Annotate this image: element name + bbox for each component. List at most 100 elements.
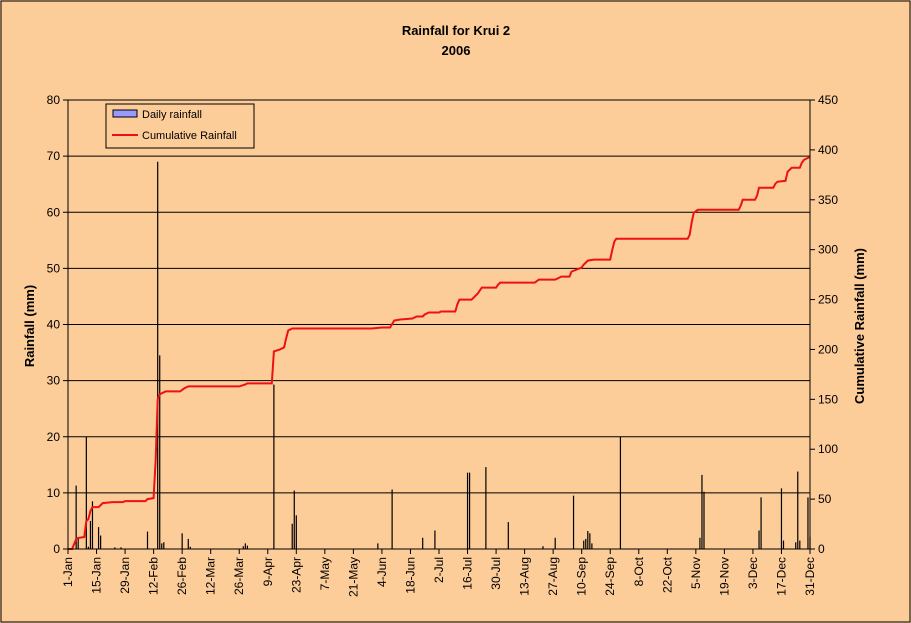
x-tick-label: 12-Feb (147, 557, 161, 595)
bar-daily-rainfall (163, 542, 165, 549)
y-tick-label: 20 (47, 430, 61, 444)
bar-daily-rainfall (91, 501, 94, 549)
chart-subtitle: 2006 (442, 43, 471, 58)
bar-daily-rainfall (782, 540, 785, 549)
bar-daily-rainfall (699, 537, 701, 549)
chart-title: Rainfall for Krui 2 (402, 23, 510, 38)
bar-daily-rainfall (780, 488, 783, 549)
bar-daily-rainfall (542, 546, 544, 549)
y2-tick-label: 100 (818, 442, 838, 456)
bar-daily-rainfall (181, 533, 183, 549)
bar-daily-rainfall (554, 537, 556, 549)
y-tick-label: 10 (47, 486, 61, 500)
bar-daily-rainfall (587, 531, 589, 549)
bar-daily-rainfall (75, 485, 77, 549)
legend: Daily rainfall Cumulative Rainfall (105, 103, 255, 149)
bar-daily-rainfall (97, 527, 100, 549)
bar-daily-rainfall (807, 497, 809, 549)
y2-tick-label: 0 (818, 542, 825, 556)
bar-daily-rainfall (799, 540, 801, 549)
x-tick-label: 18-Jun (403, 557, 417, 594)
bar-daily-rainfall (391, 489, 393, 549)
x-tick-label: 31-Dec (803, 557, 817, 596)
x-tick-label: 30-Jul (489, 557, 503, 590)
bar-daily-rainfall (114, 547, 116, 549)
x-tick-label: 4-Jun (375, 557, 389, 587)
x-tick-label: 21-May (346, 557, 360, 597)
x-tick-label: 26-Feb (175, 557, 189, 595)
bar-daily-rainfall (619, 436, 622, 549)
cumulative-rainfall-line-group (68, 156, 811, 550)
x-tick-label: 15-Jan (90, 557, 104, 594)
bar-daily-rainfall (591, 543, 593, 549)
bar-daily-rainfall (507, 522, 509, 549)
bar-daily-rainfall (585, 538, 587, 549)
bar-daily-rainfall (468, 472, 471, 549)
x-tick-label: 2-Jul (432, 557, 446, 583)
y2-tick-label: 200 (818, 342, 838, 356)
bar-daily-rainfall (295, 515, 297, 549)
bar-daily-rainfall (85, 436, 87, 549)
y-tick-label: 70 (47, 149, 61, 163)
y2-tick-label: 400 (818, 143, 838, 157)
bar-daily-rainfall (246, 545, 248, 549)
y2-tick-label: 350 (818, 193, 838, 207)
bar-daily-rainfall (760, 497, 762, 549)
x-tick-label: 26-Mar (232, 557, 246, 595)
bar-daily-rainfall (434, 530, 436, 549)
bar-daily-rainfall (703, 491, 705, 549)
x-tick-label: 8-Oct (632, 556, 646, 586)
bar-daily-rainfall (242, 546, 244, 549)
daily-rainfall-bars (75, 161, 811, 550)
cumulative-rainfall-line (68, 156, 811, 550)
x-tick-label: 13-Aug (518, 557, 532, 596)
bar-daily-rainfall (485, 467, 487, 549)
bar-daily-rainfall (572, 495, 575, 549)
bar-daily-rainfall (422, 537, 424, 549)
y-tick-label: 50 (47, 261, 61, 275)
bar-daily-rainfall (87, 546, 89, 549)
bar-daily-rainfall (589, 533, 591, 549)
bar-daily-rainfall (273, 384, 275, 549)
bar-daily-rainfall (146, 531, 149, 549)
y-tick-label: 40 (47, 318, 61, 332)
bar-daily-rainfall (758, 530, 760, 549)
bar-daily-rainfall (187, 538, 189, 549)
y-tick-label: 0 (53, 542, 60, 556)
legend-label-cumulative-rainfall: Cumulative Rainfall (142, 130, 237, 142)
x-tick-label: 22-Oct (660, 556, 674, 593)
bar-daily-rainfall (159, 355, 161, 549)
x-tick-label: 12-Mar (204, 557, 218, 595)
legend-swatch-daily-rainfall (112, 109, 138, 118)
x-tick-label: 19-Nov (717, 557, 731, 596)
y2-tick-label: 50 (818, 492, 832, 506)
bar-daily-rainfall (293, 490, 295, 549)
bar-daily-rainfall (583, 540, 585, 549)
x-tick-label: 29-Jan (118, 557, 132, 594)
bar-daily-rainfall (377, 543, 379, 549)
bar-daily-rainfall (100, 535, 102, 549)
legend-label-daily-rainfall: Daily rainfall (142, 109, 202, 121)
x-tick-label: 9-Apr (261, 557, 275, 586)
y-axis-label: Rainfall (mm) (22, 285, 37, 367)
bar-daily-rainfall (244, 543, 246, 549)
bar-daily-rainfall (466, 472, 469, 549)
y2-tick-label: 450 (818, 93, 838, 107)
bar-daily-rainfall (291, 523, 293, 549)
bar-daily-rainfall (701, 474, 703, 549)
x-tick-label: 10-Sep (575, 557, 589, 596)
bar-daily-rainfall (157, 161, 159, 550)
bar-daily-rainfall (120, 547, 122, 549)
bar-daily-rainfall (795, 542, 797, 549)
bar-daily-rainfall (189, 546, 191, 549)
y-tick-label: 30 (47, 374, 61, 388)
bar-daily-rainfall (89, 520, 92, 549)
y-tick-label: 80 (47, 93, 61, 107)
y-tick-label: 60 (47, 205, 61, 219)
bar-daily-rainfall (797, 471, 799, 549)
y2-axis-label: Cumulative Rainfall (mm) (852, 248, 867, 404)
y2-tick-label: 150 (818, 392, 838, 406)
x-tick-label: 3-Dec (746, 557, 760, 589)
